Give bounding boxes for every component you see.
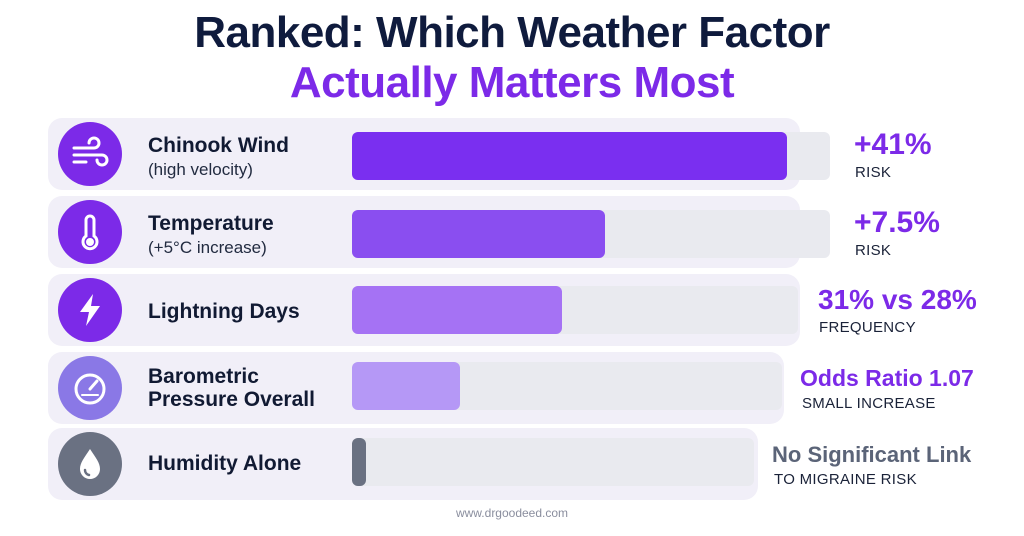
value-caption: RISK (855, 242, 892, 259)
bar-fill-temperature (352, 210, 605, 258)
bar-track (352, 438, 754, 486)
thermometer-icon (58, 200, 122, 264)
bar-fill-chinook-wind (352, 132, 787, 180)
value-text: +7.5% (854, 206, 940, 239)
chart-title-line1: Ranked: Which Weather Factor (194, 8, 830, 57)
factor-label: Barometric (148, 365, 259, 388)
factor-sublabel: (high velocity) (148, 160, 253, 179)
wind-icon (58, 122, 122, 186)
factor-label: Lightning Days (148, 300, 300, 323)
bar-fill-barometric-pressure (352, 362, 460, 410)
value-text: Odds Ratio 1.07 (800, 365, 974, 391)
water-drop-icon (58, 432, 122, 496)
gauge-icon (58, 356, 122, 420)
bar-fill-lightning-days (352, 286, 562, 334)
factor-label: Temperature (148, 212, 274, 235)
footer-url: www.drgoodeed.com (455, 506, 569, 520)
lightning-icon (58, 278, 122, 342)
factor-label: Humidity Alone (148, 452, 302, 475)
value-caption: RISK (855, 164, 892, 181)
value-text: No Significant Link (772, 442, 972, 467)
bar-track (352, 132, 830, 180)
value-caption: SMALL INCREASE (802, 395, 936, 412)
value-caption: FREQUENCY (819, 319, 916, 336)
bar-track (352, 286, 798, 334)
value-text: +41% (854, 128, 932, 161)
factor-sublabel: (+5°C increase) (148, 238, 267, 257)
value-text: 31% vs 28% (818, 284, 977, 315)
factor-label-line2: Pressure Overall (148, 388, 315, 411)
bar-fill-humidity (352, 438, 366, 486)
chart-title-line2: Actually Matters Most (289, 58, 735, 107)
value-caption: TO MIGRAINE RISK (774, 471, 917, 488)
bar-track (352, 210, 830, 258)
factor-label: Chinook Wind (148, 134, 289, 157)
bar-track (352, 362, 782, 410)
